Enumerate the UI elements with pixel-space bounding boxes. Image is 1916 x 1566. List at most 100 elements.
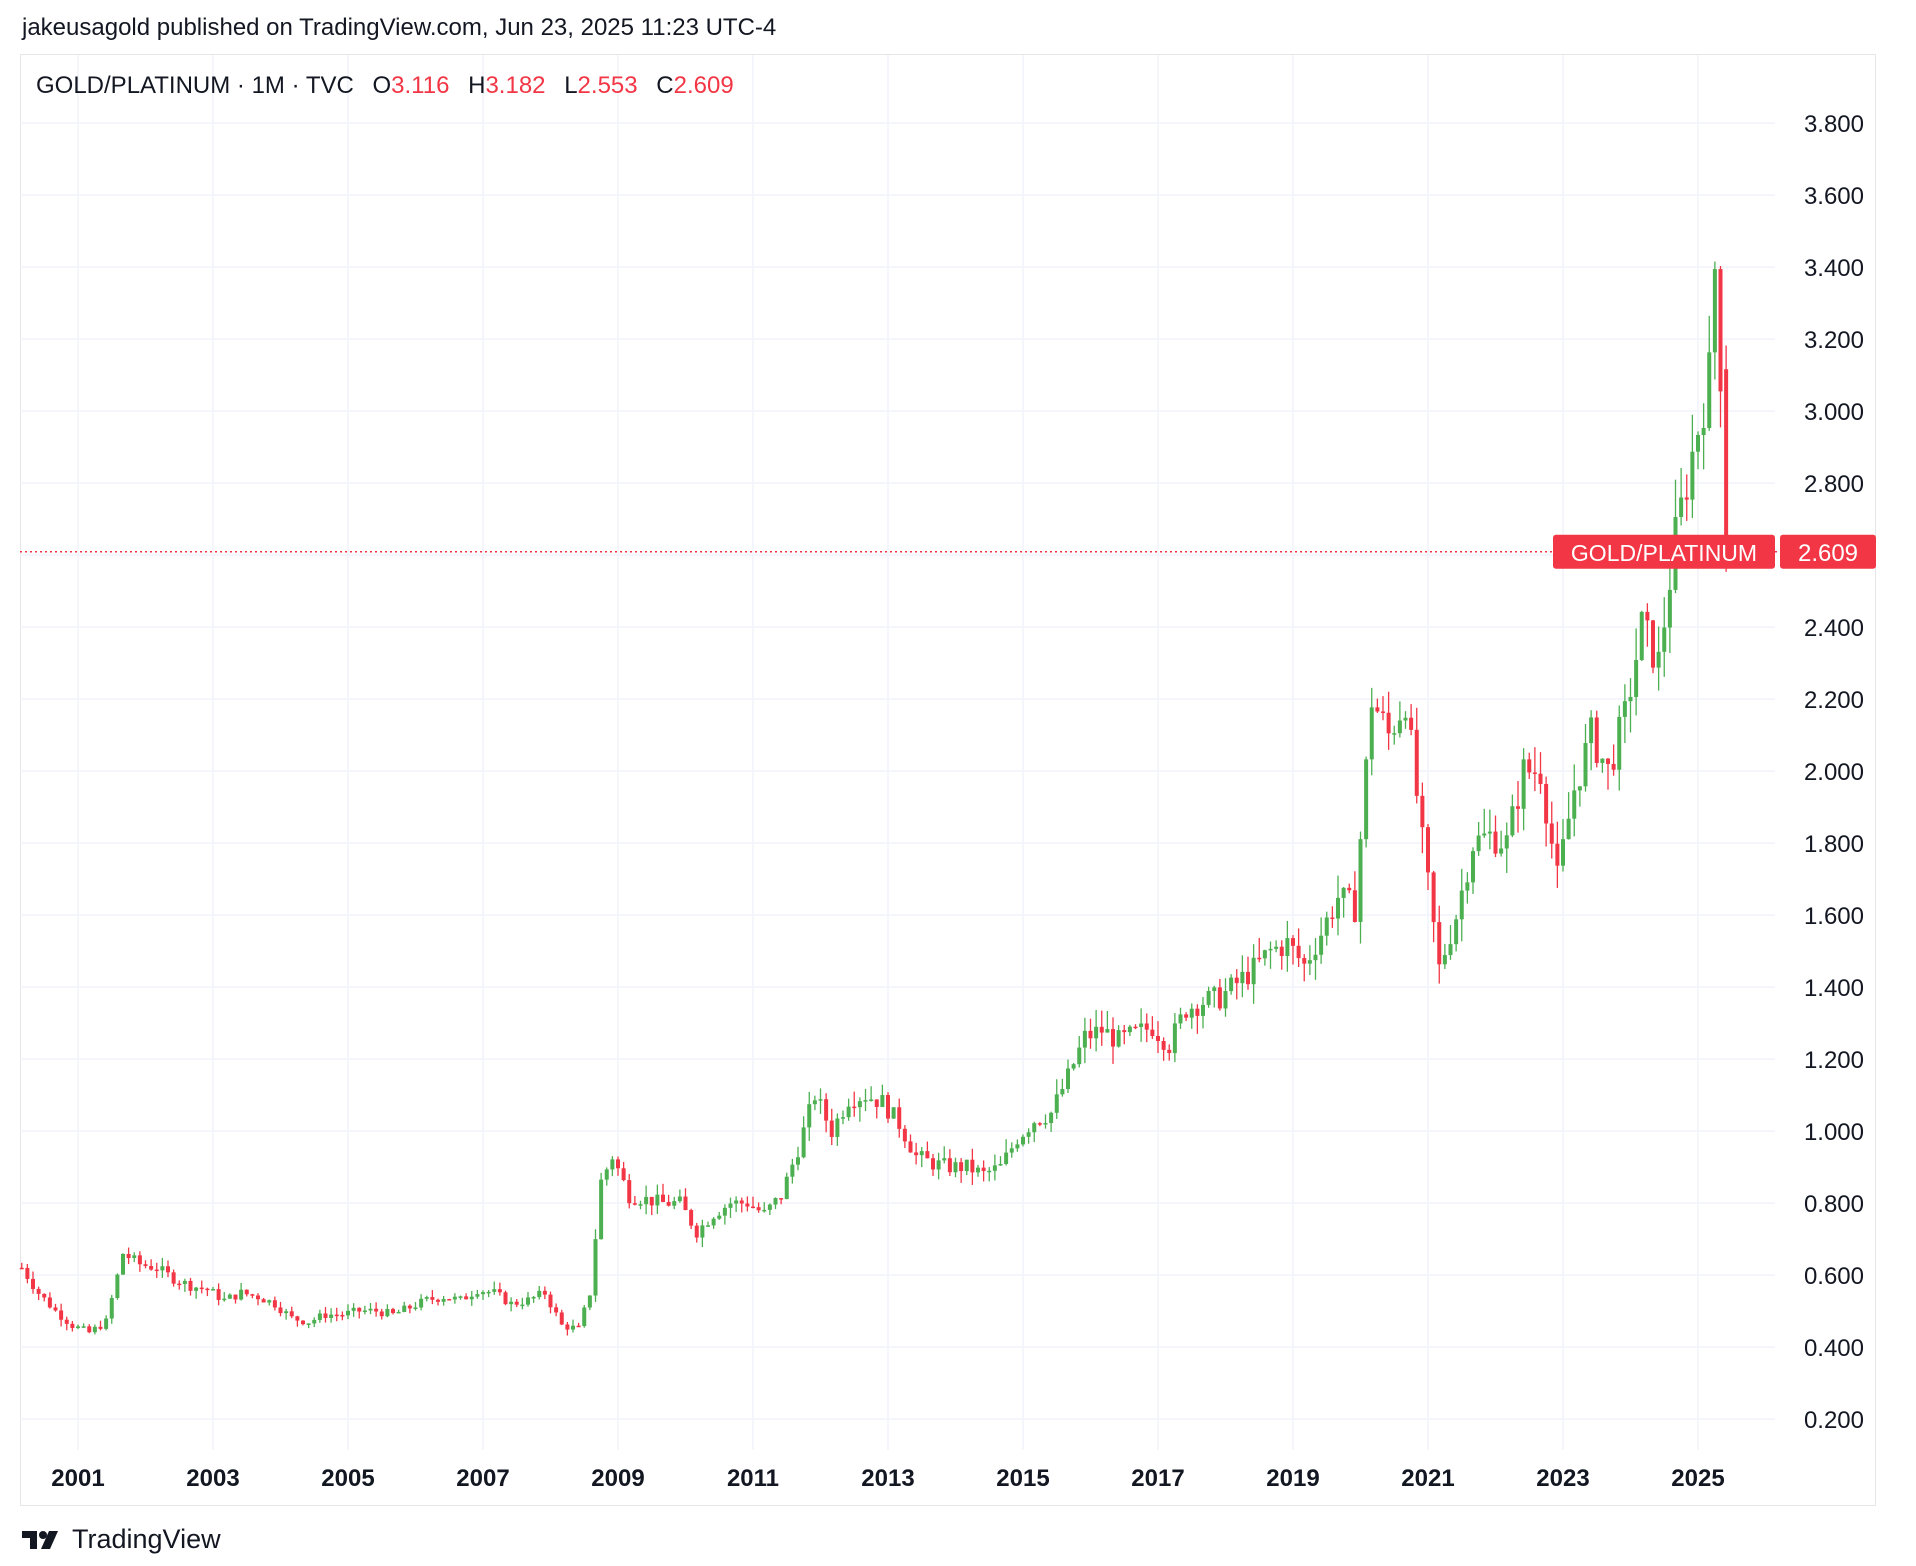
candle-body [413, 1307, 418, 1309]
candle-body [1392, 733, 1397, 735]
candle-body [1195, 1008, 1200, 1016]
candle-body [1122, 1030, 1127, 1033]
published-line: jakeusagold published on TradingView.com… [22, 14, 777, 41]
candle-body [1606, 758, 1610, 764]
candle-body [1375, 707, 1380, 712]
candle-body [1696, 435, 1700, 452]
candle-body [925, 1151, 930, 1159]
candle-body [559, 1312, 564, 1325]
candle-body [1296, 945, 1301, 959]
candle-body [1566, 818, 1571, 840]
candle-body [1319, 935, 1324, 955]
candle-body [638, 1204, 643, 1206]
candle-body [402, 1305, 407, 1312]
candle-body [621, 1168, 626, 1181]
candle-body [1690, 451, 1695, 500]
candle-body [452, 1296, 457, 1300]
candle-body [1454, 919, 1459, 945]
candle-body [767, 1204, 772, 1210]
candle-body [841, 1117, 845, 1119]
x-tick-label: 2003 [186, 1465, 239, 1492]
candle-body [874, 1099, 879, 1107]
candle-body [92, 1326, 97, 1333]
candle-body [1667, 589, 1672, 628]
candle-body [1639, 611, 1644, 661]
candle-body [1049, 1112, 1054, 1124]
candle-body [863, 1100, 868, 1102]
candle-body [677, 1196, 682, 1202]
candle-body [897, 1107, 902, 1129]
candle-body [655, 1194, 660, 1206]
candle-body [458, 1296, 463, 1298]
legend-close-value: 2.609 [673, 72, 734, 99]
candle-body [492, 1289, 497, 1292]
candle-body [762, 1209, 767, 1212]
candle-body [424, 1297, 429, 1299]
candle-body [385, 1309, 390, 1317]
candle-body [340, 1314, 345, 1317]
candle-body [199, 1287, 204, 1290]
y-tick-label: 3.000 [1804, 399, 1864, 426]
candle-body [1617, 716, 1622, 770]
candle-body [1516, 806, 1520, 809]
candle-body [514, 1301, 519, 1305]
candle-body [1021, 1136, 1025, 1145]
candle-body [565, 1324, 570, 1330]
x-tick-label: 2023 [1536, 1465, 1589, 1492]
candle-body [1234, 977, 1239, 984]
candle-body [1257, 957, 1262, 960]
candle-body [1066, 1068, 1070, 1089]
tradingview-brand[interactable]: TradingView [72, 1524, 221, 1554]
candle-body [1583, 743, 1588, 787]
candle-body [1156, 1035, 1160, 1041]
x-tick-label: 2007 [456, 1465, 509, 1492]
candle-body [87, 1326, 92, 1333]
candle-body [1082, 1030, 1087, 1048]
candle-body [739, 1200, 744, 1204]
tradingview-logo-icon[interactable] [22, 1529, 62, 1551]
candle-body [317, 1313, 322, 1320]
candle-body [576, 1325, 581, 1328]
candle-body [1127, 1026, 1132, 1033]
candle-body [1555, 843, 1560, 866]
x-tick-label: 2019 [1266, 1465, 1319, 1492]
candle-body [717, 1215, 722, 1219]
candle-body [582, 1307, 587, 1327]
candle-body [1600, 758, 1605, 763]
candle-body [796, 1157, 800, 1165]
price-label-symbol: GOLD/PLATINUM [1571, 540, 1757, 566]
candle-body [672, 1201, 677, 1206]
candle-body [818, 1099, 823, 1101]
candle-body [610, 1159, 615, 1170]
candle-body [1634, 660, 1639, 697]
candle-body [734, 1200, 739, 1204]
candle-body [351, 1307, 356, 1311]
candle-body [211, 1289, 215, 1291]
y-tick-label: 1.200 [1804, 1047, 1864, 1074]
candle-body [644, 1196, 649, 1205]
candle-body [1307, 960, 1312, 964]
legend-high-value: 3.182 [485, 72, 546, 99]
candle-body [115, 1274, 120, 1299]
candle-body [306, 1323, 311, 1325]
candle-body [1105, 1029, 1110, 1033]
chart-frame[interactable] [20, 54, 1876, 1506]
candle-body [1549, 823, 1554, 844]
candle-body [976, 1167, 980, 1173]
candle-body [1088, 1030, 1093, 1039]
candle-body [914, 1152, 919, 1156]
candle-body [166, 1266, 170, 1273]
x-tick-label: 2025 [1671, 1465, 1724, 1492]
legend-open-label: O [372, 72, 392, 99]
candle-body [346, 1310, 350, 1316]
candle-body [160, 1266, 165, 1271]
candle-body [1229, 977, 1234, 992]
candle-body [1246, 971, 1250, 985]
candle-body [481, 1292, 485, 1295]
candle-body [970, 1159, 975, 1173]
candle-body [683, 1196, 688, 1211]
y-tick-label: 3.400 [1804, 255, 1864, 282]
candle-body [1015, 1144, 1020, 1149]
candle-body [1712, 269, 1717, 353]
